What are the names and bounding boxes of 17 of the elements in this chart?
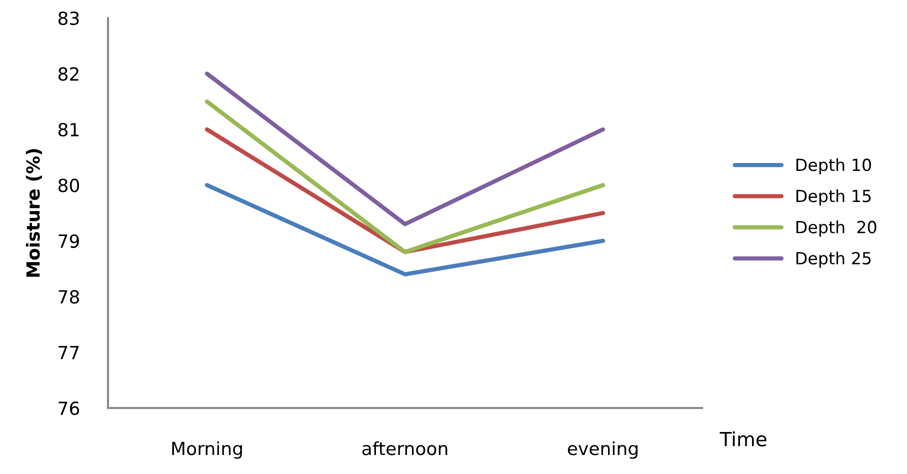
x-tick-label: evening bbox=[568, 441, 638, 459]
y-tick-label: 80 bbox=[58, 178, 80, 192]
y-tick-label: 76 bbox=[58, 401, 80, 416]
legend-label: Depth 15 bbox=[796, 189, 871, 206]
y-tick-label: 78 bbox=[58, 290, 79, 304]
x-axis-title: Time bbox=[720, 431, 766, 446]
x-tick-label: afternoon bbox=[362, 441, 448, 456]
y-tick-label: 79 bbox=[58, 234, 79, 248]
legend-label: Depth 25 bbox=[796, 252, 871, 268]
y-axis-title: Moisture (%) bbox=[26, 149, 42, 277]
y-tick-label: 82 bbox=[58, 67, 78, 81]
legend-label: Depth 20 bbox=[796, 220, 876, 237]
legend-label: Depth 10 bbox=[796, 158, 871, 174]
y-tick-label: 81 bbox=[58, 122, 79, 137]
x-tick-label: Morning bbox=[172, 441, 242, 459]
y-tick-label: 83 bbox=[58, 11, 79, 26]
y-tick-label: 77 bbox=[58, 346, 79, 360]
